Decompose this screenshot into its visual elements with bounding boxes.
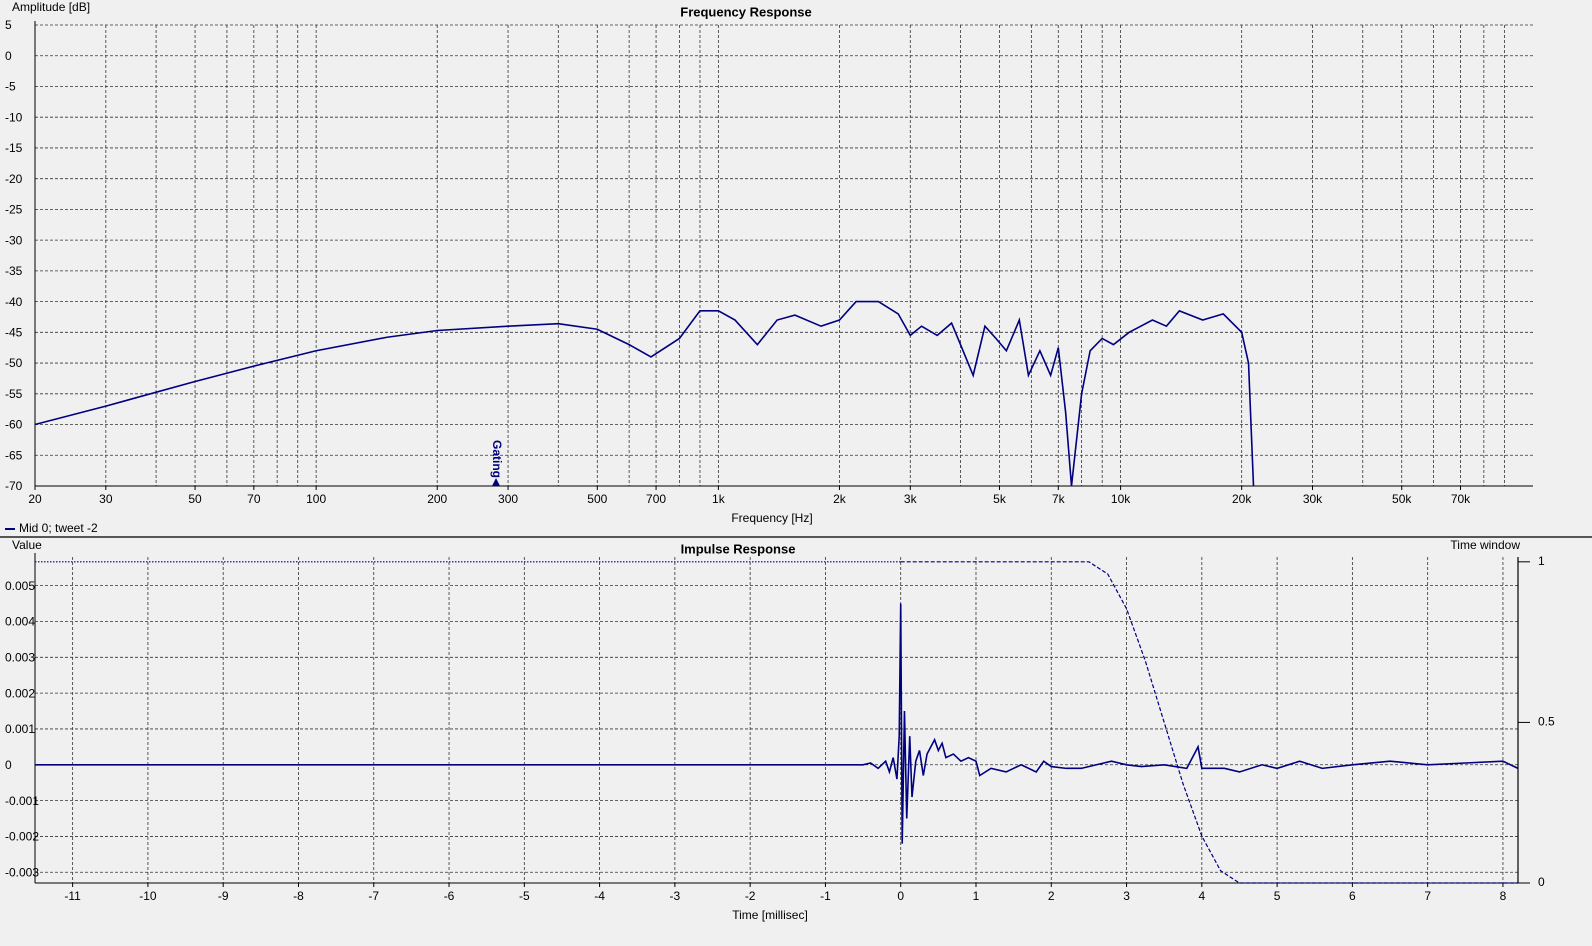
x-tick-label: 50k <box>1392 492 1412 506</box>
x-tick-label: 30k <box>1303 492 1323 506</box>
chart-title: Frequency Response <box>680 4 812 19</box>
y-tick-label: 0.001 <box>5 722 35 736</box>
x-tick-label: 8 <box>1500 889 1507 903</box>
series-line <box>900 561 1518 884</box>
y-tick-label: -55 <box>5 387 23 401</box>
annotation-marker <box>492 478 501 486</box>
y-tick-label: 0.004 <box>5 615 35 629</box>
x-axis-label: Time [millisec] <box>732 908 808 922</box>
y-tick-label: -35 <box>5 264 23 278</box>
y-tick-label: -45 <box>5 326 23 340</box>
x-axis-label: Frequency [Hz] <box>731 511 812 525</box>
x-tick-label: 2 <box>1048 889 1055 903</box>
x-tick-label: 2k <box>833 492 847 506</box>
y-tick-label: -10 <box>5 110 23 124</box>
x-tick-label: 3k <box>904 492 918 506</box>
x-tick-label: 3 <box>1123 889 1130 903</box>
y-tick-label: -65 <box>5 448 23 462</box>
y-tick-label: 0 <box>5 49 12 63</box>
x-tick-label: 70 <box>247 492 261 506</box>
series-line <box>35 603 1519 844</box>
x-tick-label: 1 <box>973 889 980 903</box>
x-tick-label: -9 <box>218 889 229 903</box>
x-tick-label: -1 <box>820 889 831 903</box>
annotation: Gating <box>490 440 504 478</box>
y-tick-label: -0.003 <box>5 865 39 879</box>
y-tick-label: -60 <box>5 418 23 432</box>
x-tick-label: 500 <box>587 492 607 506</box>
x-tick-label: 7 <box>1424 889 1431 903</box>
x-tick-label: -3 <box>670 889 681 903</box>
x-tick-label: 300 <box>498 492 518 506</box>
x-tick-label: 50 <box>188 492 202 506</box>
y-tick-label: 5 <box>5 18 12 32</box>
y-tick-label: -0.002 <box>5 830 39 844</box>
y2-axis-label: Time window <box>1450 538 1520 552</box>
x-tick-label: -11 <box>64 889 81 903</box>
legend-label: Mid 0; tweet -2 <box>19 521 98 535</box>
y-tick-label: -5 <box>5 80 16 94</box>
x-tick-label: 7k <box>1052 492 1066 506</box>
y-tick-label: -0.001 <box>5 794 39 808</box>
y-tick-label: -70 <box>5 479 23 493</box>
y-axis-label: Amplitude [dB] <box>12 0 90 14</box>
x-tick-label: -2 <box>745 889 756 903</box>
x-tick-label: 70k <box>1451 492 1471 506</box>
y-tick-label: -30 <box>5 233 23 247</box>
x-tick-label: 100 <box>306 492 326 506</box>
y2-tick-label: 0 <box>1538 875 1545 889</box>
x-tick-label: -4 <box>594 889 605 903</box>
x-tick-label: 5 <box>1274 889 1281 903</box>
x-tick-label: 20 <box>28 492 42 506</box>
y-tick-label: -20 <box>5 172 23 186</box>
x-tick-label: 30 <box>99 492 113 506</box>
y2-tick-label: 0.5 <box>1538 715 1555 729</box>
x-tick-label: 4 <box>1198 889 1205 903</box>
x-tick-label: 1k <box>712 492 726 506</box>
series-line <box>34 300 1255 487</box>
x-tick-label: 6 <box>1349 889 1356 903</box>
y-tick-label: 0 <box>5 758 12 772</box>
y-tick-label: -15 <box>5 141 23 155</box>
chart-title: Impulse Response <box>681 541 796 556</box>
x-tick-label: -8 <box>293 889 304 903</box>
x-tick-label: -5 <box>519 889 530 903</box>
y-tick-label: -40 <box>5 295 23 309</box>
y-axis-label: Value <box>12 538 42 552</box>
x-tick-label: 5k <box>993 492 1007 506</box>
x-tick-label: -10 <box>139 889 157 903</box>
y-tick-label: 0.003 <box>5 650 35 664</box>
y-tick-label: -25 <box>5 203 23 217</box>
x-tick-label: 0 <box>897 889 904 903</box>
x-tick-label: 200 <box>427 492 447 506</box>
x-tick-label: -7 <box>368 889 379 903</box>
x-tick-label: 20k <box>1232 492 1252 506</box>
y-tick-label: 0.002 <box>5 686 35 700</box>
y2-tick-label: 1 <box>1538 554 1545 568</box>
x-tick-label: 10k <box>1111 492 1131 506</box>
y-tick-label: 0.005 <box>5 579 35 593</box>
x-tick-label: 700 <box>646 492 666 506</box>
y-tick-label: -50 <box>5 356 23 370</box>
x-tick-label: -6 <box>444 889 455 903</box>
